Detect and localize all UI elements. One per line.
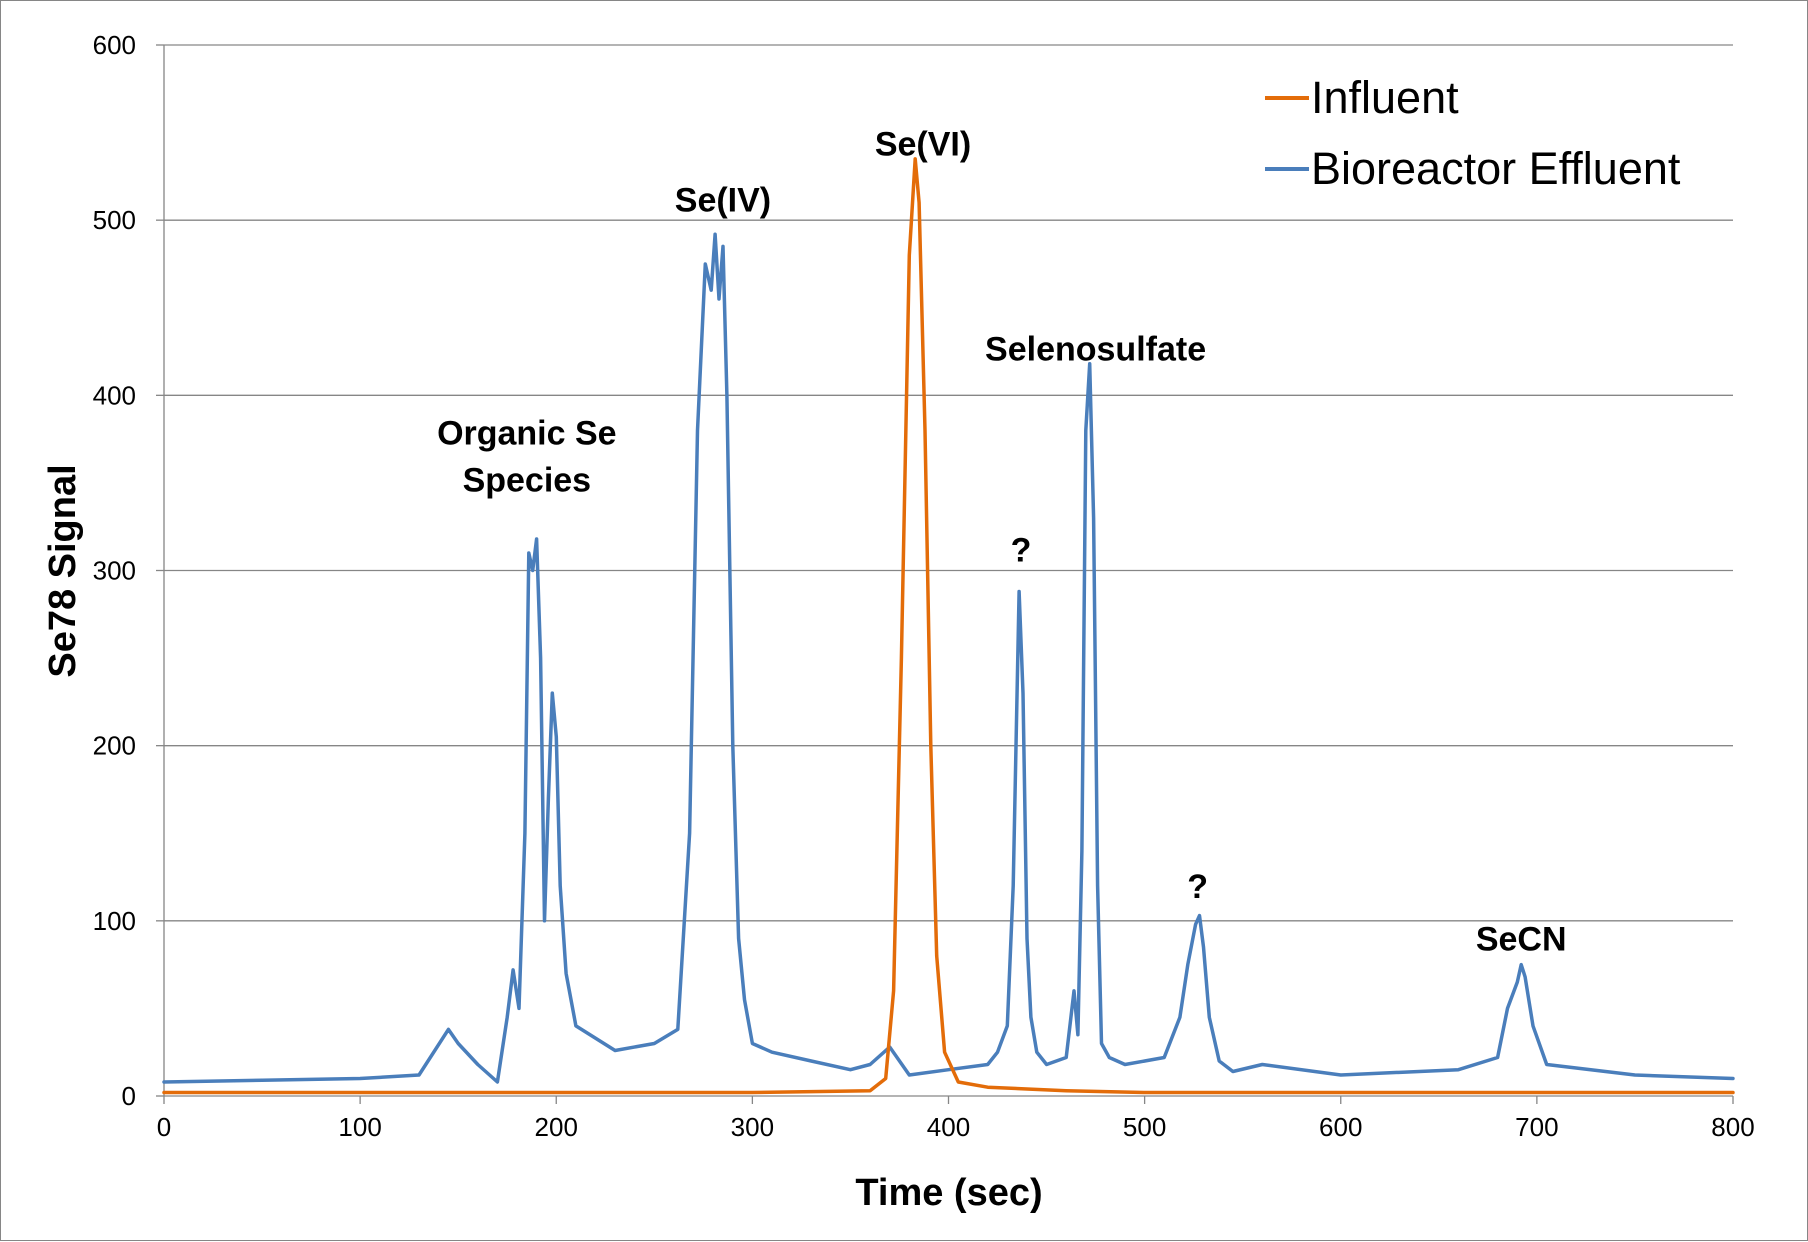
annotation-label: Species — [463, 462, 592, 500]
y-tick-label: 200 — [93, 731, 136, 761]
x-tick-label: 700 — [1515, 1112, 1558, 1142]
x-tick-label: 800 — [1711, 1112, 1754, 1142]
x-tick-label: 600 — [1319, 1112, 1362, 1142]
y-tick-label: 500 — [93, 205, 136, 235]
x-tick-label: 500 — [1123, 1112, 1166, 1142]
annotation-label: Se(VI) — [875, 125, 971, 163]
series-lines — [162, 157, 1735, 1095]
peak-annotations: Organic Se Species Se(IV) Se(VI) Selenosulfa… — [437, 125, 1566, 958]
annotation-label: ? — [1011, 532, 1032, 570]
legend-label: Bioreactor Effluent — [1311, 143, 1681, 194]
legend: Influent Bioreactor Effluent — [1265, 72, 1681, 194]
annotation-label: ? — [1187, 868, 1208, 906]
x-tick-label: 100 — [338, 1112, 381, 1142]
y-tick-label: 400 — [93, 380, 136, 410]
legend-label: Influent — [1311, 72, 1459, 123]
annotation-label: Se(IV) — [675, 181, 771, 219]
axes: 0 100 200 300 400 500 600 0 100 200 300 400 500 600 70… — [93, 30, 1755, 1142]
gridlines — [164, 44, 1733, 922]
annotation-label: Organic Se — [437, 414, 617, 452]
y-tick-label: 0 — [122, 1081, 136, 1111]
y-axis-title: Se78 Signal — [42, 464, 84, 677]
y-tick-label: 600 — [93, 30, 136, 60]
x-tick-label: 0 — [157, 1112, 171, 1142]
x-tick-label: 400 — [927, 1112, 970, 1142]
annotation-label: Selenosulfate — [985, 330, 1206, 368]
y-tick-label: 300 — [93, 556, 136, 586]
series-line-influent — [162, 157, 1735, 1095]
x-tick-label: 300 — [731, 1112, 774, 1142]
x-tick-label: 200 — [535, 1112, 578, 1142]
annotation-label: SeCN — [1476, 921, 1567, 959]
x-axis-title: Time (sec) — [855, 1172, 1042, 1214]
series-line-bioreactor-effluent — [162, 232, 1735, 1084]
y-tick-label: 100 — [93, 906, 136, 936]
